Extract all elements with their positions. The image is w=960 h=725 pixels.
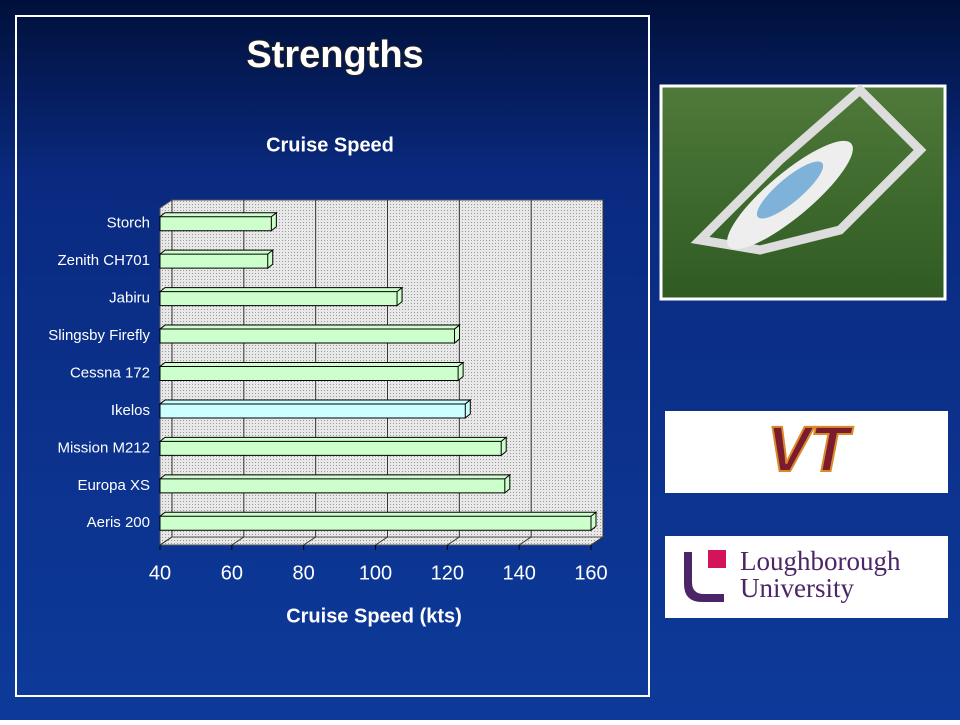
x-tick-label: 160 — [574, 562, 607, 584]
floor-grid-line — [518, 536, 532, 546]
floor-grid-line — [375, 536, 388, 546]
bar — [158, 398, 472, 419]
x-tick-label: 120 — [431, 562, 464, 584]
lboro-logo-line: Loughborough — [740, 546, 901, 576]
x-tick-label: 100 — [359, 562, 392, 584]
floor-grid-line — [159, 536, 173, 546]
y-tick-label: Ikelos — [111, 402, 150, 419]
lboro-logo-line: University — [740, 573, 854, 603]
floor-grid-line — [231, 536, 245, 546]
floor-grid-line — [590, 536, 604, 546]
bar — [158, 511, 598, 532]
floor-grid-line — [447, 536, 460, 546]
aircraft-drawing — [690, 83, 927, 255]
bar — [158, 436, 508, 457]
floor-grid-line — [303, 536, 316, 546]
y-tick-label: Slingsby Firefly — [48, 327, 150, 344]
bar — [158, 324, 461, 345]
bar — [158, 473, 512, 494]
y-tick-label: Zenith CH701 — [57, 252, 150, 269]
y-tick-label: Aeris 200 — [87, 514, 150, 531]
plot — [158, 199, 605, 546]
ring-wing — [690, 83, 927, 255]
panel-border — [15, 15, 650, 697]
bar — [158, 286, 404, 307]
x-tick-label: 80 — [293, 562, 315, 584]
lboro-square — [708, 550, 726, 568]
y-tick-label: Storch — [107, 215, 150, 232]
x-axis-label: Cruise Speed (kts) — [286, 605, 462, 627]
slide-title: Strengths — [246, 34, 423, 76]
x-tick-label: 140 — [502, 562, 535, 584]
lboro-emblem — [684, 552, 724, 602]
bar — [158, 249, 275, 270]
y-tick-label: Cessna 172 — [70, 364, 150, 381]
y-tick-label: Europa XS — [77, 477, 150, 494]
canopy — [756, 161, 824, 219]
bar — [158, 211, 278, 232]
bar — [158, 361, 465, 382]
x-tick-label: 40 — [149, 562, 171, 584]
y-tick-label: Jabiru — [109, 290, 150, 307]
chart-title: Cruise Speed — [266, 134, 394, 156]
lboro-logo-box — [665, 536, 948, 618]
vt-logo-box — [665, 411, 948, 493]
x-tick-label: 60 — [221, 562, 243, 584]
y-tick-label: Mission M212 — [57, 439, 150, 456]
vt-logo: VT — [767, 413, 854, 485]
